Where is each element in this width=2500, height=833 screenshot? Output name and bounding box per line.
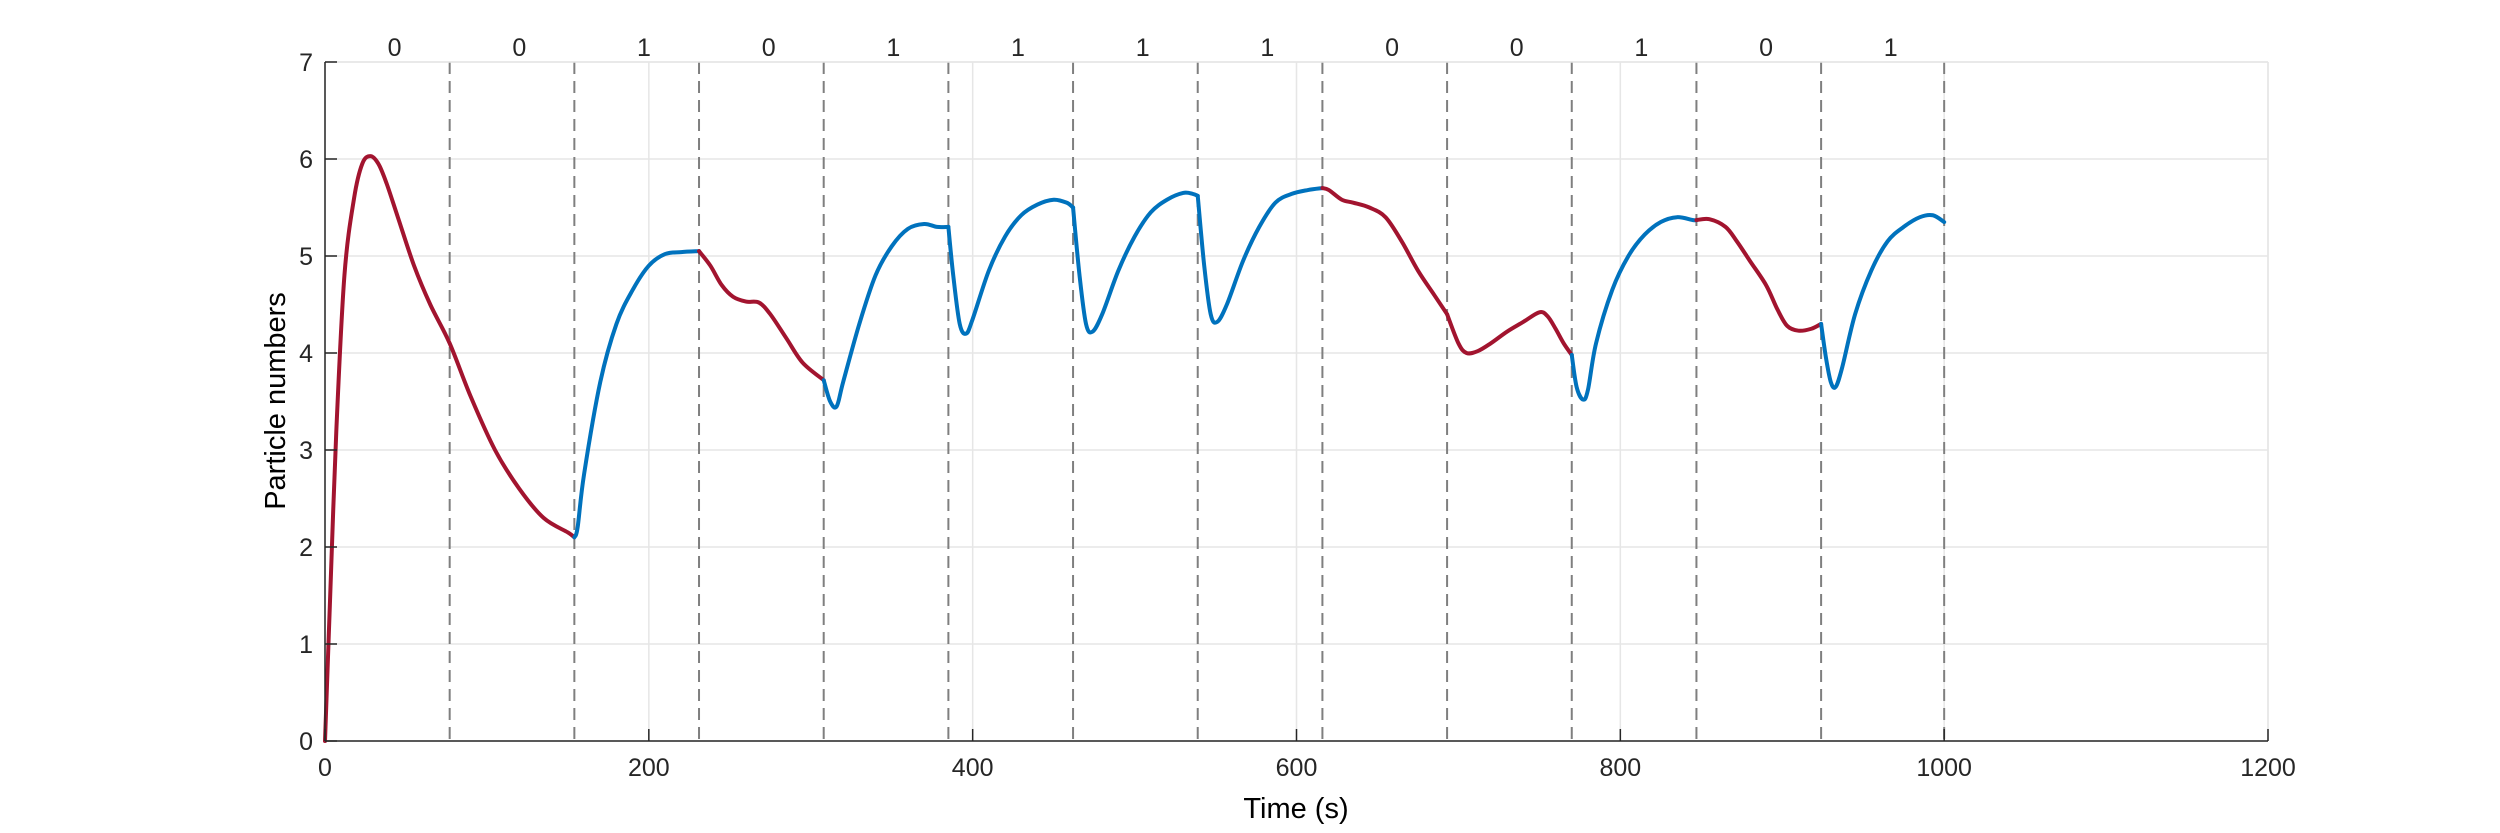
segment-state-label: 0 bbox=[512, 34, 526, 62]
segment-state-labels: 0 0 1 0 1 1 1 1 0 0 1 0 1 bbox=[388, 34, 1898, 62]
series-line-state-1 bbox=[946, 197, 1076, 336]
y-tick-label: 3 bbox=[299, 437, 313, 465]
x-tick-label: 1200 bbox=[2240, 754, 2296, 782]
segment-state-label: 0 bbox=[388, 34, 402, 62]
series-line-state-0 bbox=[1694, 216, 1824, 333]
series-line-state-1 bbox=[1195, 186, 1325, 325]
x-axis-label: Time (s) bbox=[1243, 793, 1348, 825]
y-tick-label: 1 bbox=[299, 631, 313, 659]
data-series bbox=[323, 154, 1947, 743]
segment-state-label: 1 bbox=[1136, 34, 1150, 62]
y-axis-label: Particle numbers bbox=[260, 292, 292, 510]
segment-state-label: 0 bbox=[1385, 34, 1399, 62]
series-line-state-1 bbox=[572, 249, 702, 540]
segment-state-label: 0 bbox=[1759, 34, 1773, 62]
x-tick-label: 600 bbox=[1276, 754, 1318, 782]
y-tick-label: 5 bbox=[299, 243, 313, 271]
series-line-state-1 bbox=[1569, 215, 1699, 402]
x-tick-label: 0 bbox=[318, 754, 332, 782]
x-tick-label: 1000 bbox=[1916, 754, 1972, 782]
segment-state-label: 0 bbox=[1510, 34, 1524, 62]
segment-state-label: 1 bbox=[1011, 34, 1025, 62]
series-line-state-1 bbox=[821, 221, 951, 410]
x-tick-label: 200 bbox=[628, 754, 670, 782]
series-line-state-0 bbox=[697, 249, 826, 383]
y-tick-label: 4 bbox=[299, 340, 313, 368]
segment-state-label: 1 bbox=[1884, 34, 1898, 62]
segment-state-label: 1 bbox=[637, 34, 651, 62]
segment-state-label: 1 bbox=[886, 34, 900, 62]
segment-state-label: 0 bbox=[762, 34, 776, 62]
series-line-state-1 bbox=[1819, 212, 1947, 390]
series-line-state-1 bbox=[1071, 190, 1200, 335]
y-tick-label: 6 bbox=[299, 146, 313, 174]
segment-state-label: 1 bbox=[1634, 34, 1648, 62]
y-tick-label: 0 bbox=[299, 728, 313, 756]
axes bbox=[324, 61, 2269, 742]
x-tick-label: 800 bbox=[1599, 754, 1641, 782]
segment-state-label: 1 bbox=[1260, 34, 1274, 62]
series-line-state-0 bbox=[1445, 310, 1574, 357]
x-tick-label: 400 bbox=[952, 754, 994, 782]
y-tick-label: 7 bbox=[299, 49, 313, 77]
series-line-state-0 bbox=[1320, 186, 1450, 317]
series-line-state-0 bbox=[323, 154, 577, 743]
y-tick-label: 2 bbox=[299, 534, 313, 562]
tick-labels: 0 200 400 600 800 1000 1200 0 1 2 3 4 5 6 7 bbox=[299, 49, 2296, 782]
